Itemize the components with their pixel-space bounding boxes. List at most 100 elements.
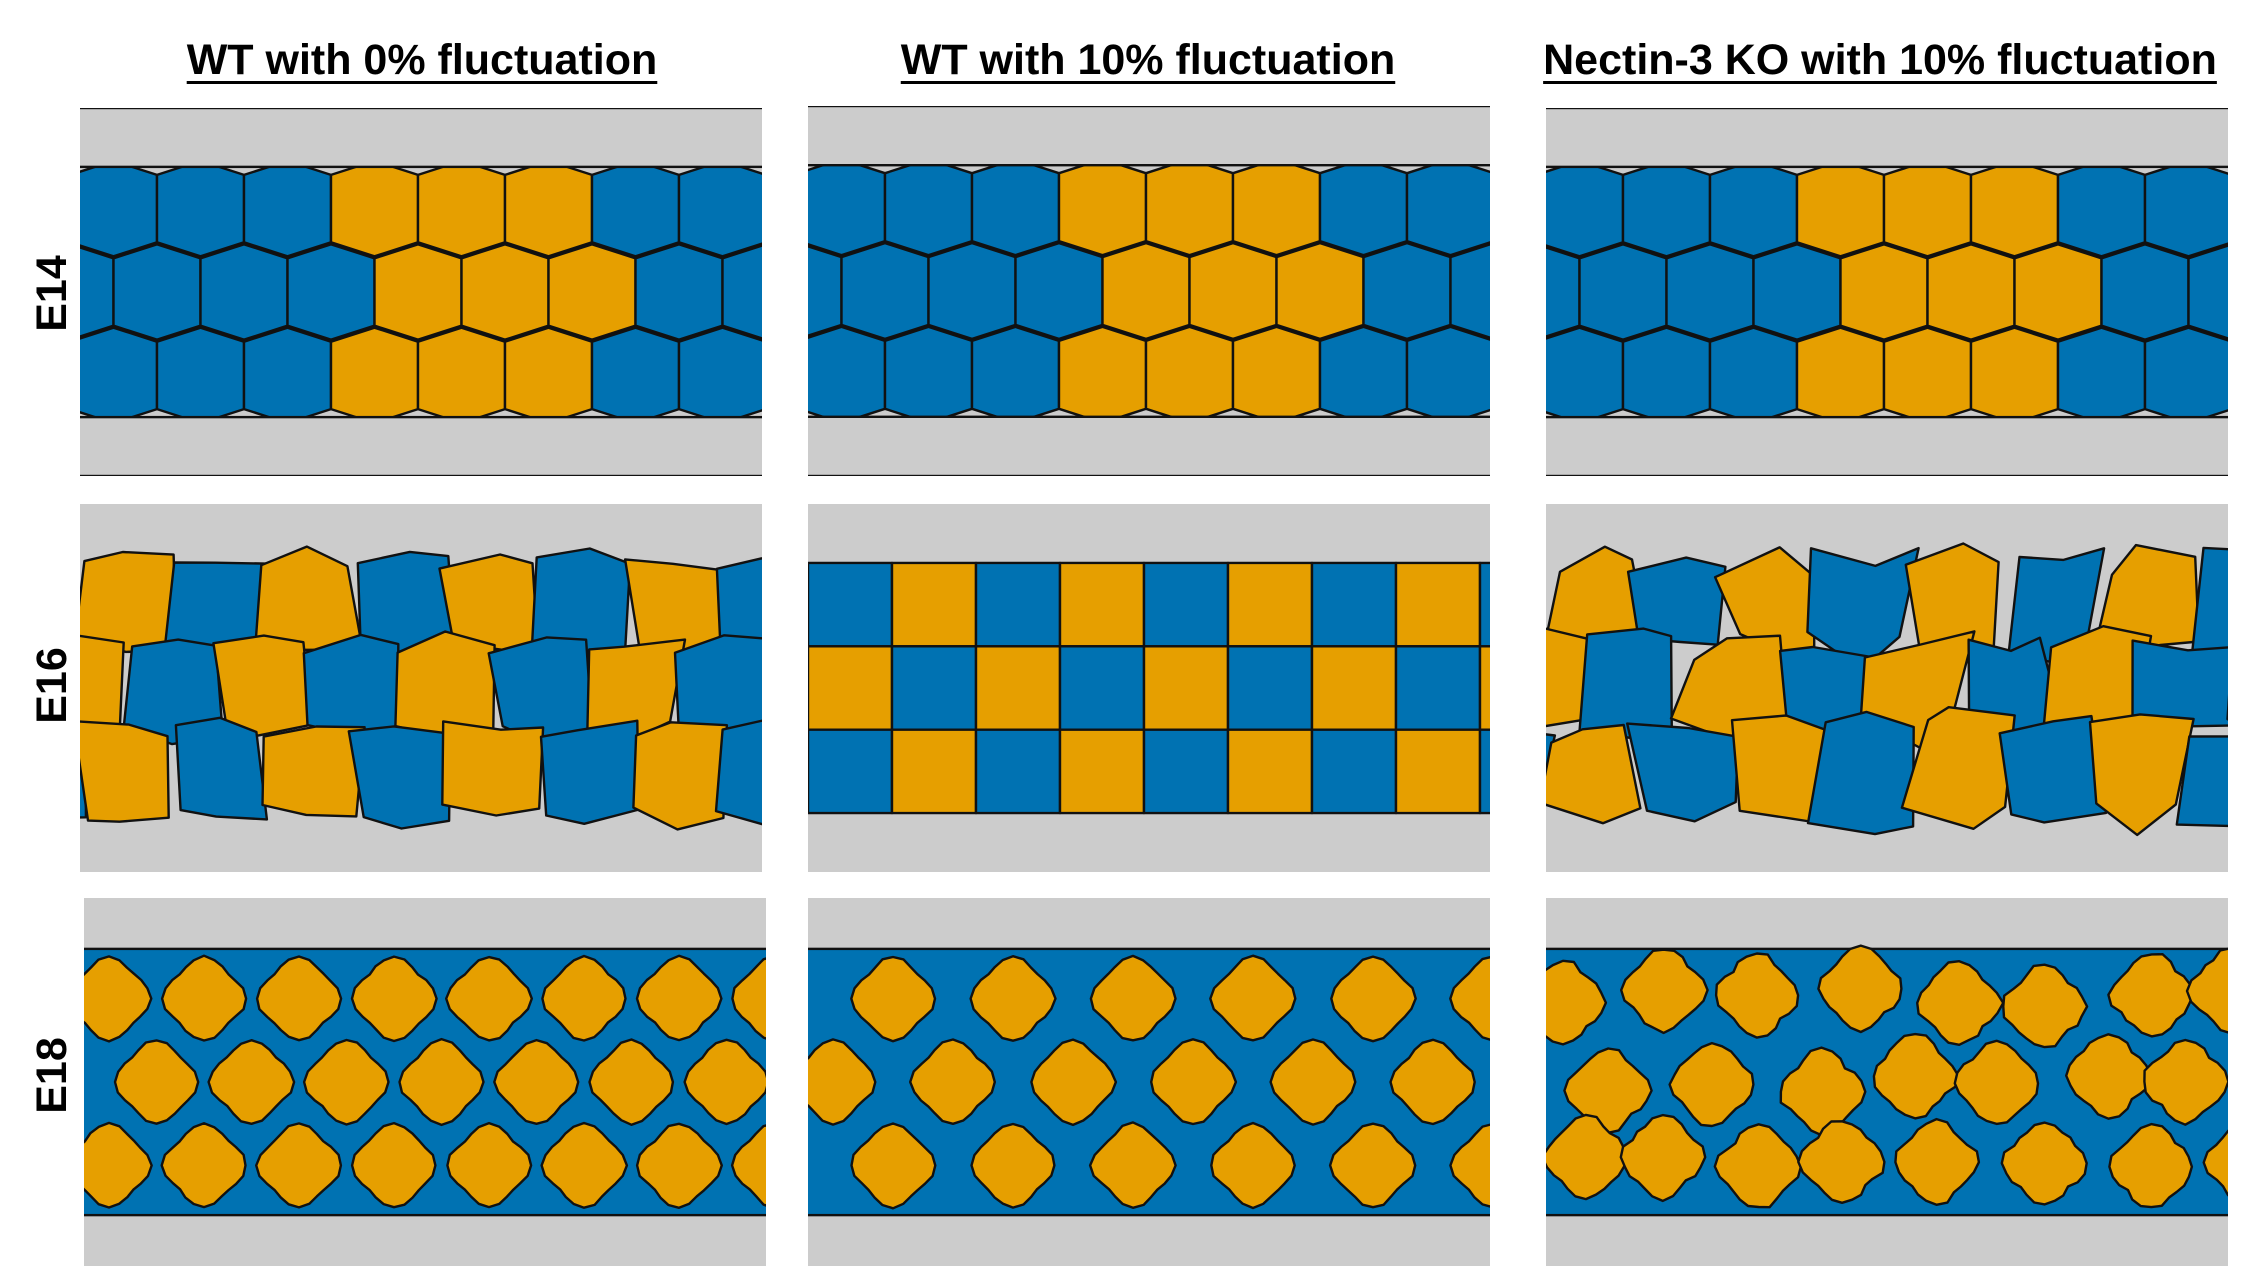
cell [1546, 159, 1625, 258]
cell [1058, 561, 1146, 648]
cell [2226, 693, 2228, 721]
cell [445, 955, 533, 1042]
cell [890, 728, 978, 815]
cell [1806, 710, 1915, 836]
cell [2000, 1121, 2088, 1206]
cell [503, 326, 594, 425]
cell [840, 241, 930, 341]
cell [1546, 723, 1642, 825]
cell [1318, 325, 1409, 424]
cell [547, 243, 637, 341]
cell [2202, 1129, 2228, 1197]
tissue-band [80, 415, 762, 476]
cell [416, 159, 507, 258]
cell [2002, 963, 2089, 1049]
tissue-band [808, 415, 1490, 476]
cell [1210, 1121, 1296, 1210]
tissue-e14-wt-0 [80, 108, 762, 476]
cell [1269, 1038, 1357, 1126]
cell [1625, 722, 1740, 823]
tissue-e16-wt-0 [80, 545, 762, 831]
cell [970, 1122, 1056, 1209]
panel-e16-wt-0 [80, 504, 762, 872]
cell [2143, 1038, 2228, 1126]
cell [1872, 1032, 1960, 1120]
cell [1578, 243, 1668, 341]
cell [1817, 944, 1903, 1034]
cell [347, 725, 452, 830]
cell [1578, 627, 1674, 740]
cell [714, 719, 762, 826]
row-label-e16-text: E16 [27, 646, 76, 724]
cell [883, 325, 974, 424]
cell [808, 561, 894, 648]
cell [302, 633, 400, 738]
cell [2088, 713, 2195, 837]
cell [160, 1121, 247, 1209]
cell [588, 1038, 675, 1127]
cell [80, 246, 115, 338]
cell [1926, 243, 2016, 341]
cell [1142, 728, 1230, 815]
cell [2056, 326, 2147, 425]
cell [1478, 728, 1490, 815]
cell [261, 725, 366, 818]
cell [2143, 159, 2228, 258]
cell [1394, 645, 1482, 731]
cell [1449, 1123, 1490, 1208]
row-label-e14: E14 [22, 208, 82, 378]
cell [808, 245, 843, 337]
cell [1708, 159, 1799, 258]
cell [155, 326, 246, 425]
cell [1014, 241, 1104, 341]
cell [302, 1038, 390, 1126]
row-label-e16: E16 [22, 600, 82, 770]
cell [1806, 546, 1920, 671]
cell [242, 159, 333, 258]
cell [683, 1038, 766, 1126]
cell [254, 545, 364, 652]
row-label-e18: E18 [22, 990, 82, 1160]
cell [255, 955, 343, 1042]
cell [2175, 735, 2228, 828]
cell [1478, 645, 1490, 731]
cell [1619, 1113, 1707, 1203]
cell [350, 955, 438, 1043]
tissue-band [808, 106, 1490, 167]
cell [1142, 561, 1230, 648]
cell [1668, 1041, 1755, 1128]
cell [590, 159, 681, 258]
cell [1057, 325, 1148, 424]
cell [373, 243, 463, 341]
cell [1089, 954, 1177, 1042]
cell [590, 326, 681, 425]
cell [1998, 714, 2108, 824]
cell [974, 728, 1062, 815]
cell [174, 716, 269, 821]
cell [1310, 728, 1398, 815]
tissue-band [80, 108, 762, 169]
cell [113, 1039, 200, 1125]
cell [1362, 241, 1452, 341]
cell [1882, 159, 1973, 258]
cell [1752, 243, 1842, 341]
cell [2013, 243, 2103, 341]
cell [84, 1121, 153, 1209]
cell [883, 158, 974, 257]
cell [1226, 561, 1314, 648]
cell [890, 645, 978, 731]
cell [160, 954, 248, 1042]
cell [1708, 326, 1799, 425]
panel-e14-wt-10 [808, 106, 1490, 476]
cell [890, 561, 978, 648]
cell [441, 720, 545, 817]
cell [1394, 561, 1482, 648]
cell [80, 720, 170, 823]
cell [2100, 243, 2190, 341]
cell [1330, 955, 1417, 1043]
cell [635, 1122, 723, 1209]
cell [927, 241, 1017, 341]
panel-e18-ko-10 [1546, 898, 2228, 1266]
cell [207, 1038, 296, 1126]
row-label-e14-text: E14 [27, 254, 76, 332]
